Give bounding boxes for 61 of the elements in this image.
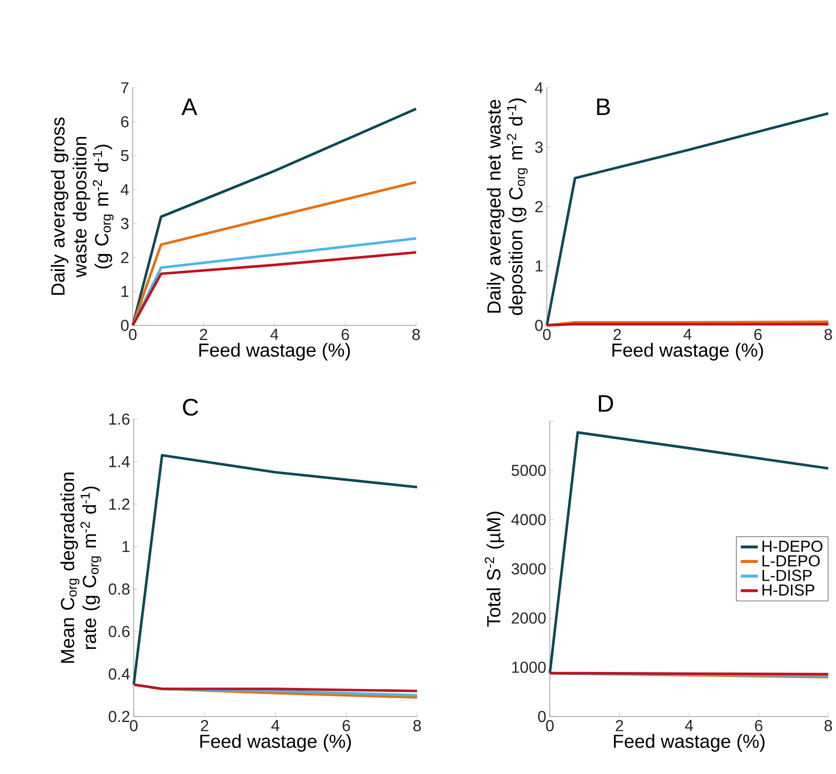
x-tick-label: 8 bbox=[824, 720, 832, 732]
y-tick-label: 4 bbox=[534, 82, 543, 94]
x-axis-title: Feed wastage (%) bbox=[614, 734, 764, 752]
x-tick-label: 6 bbox=[755, 720, 762, 732]
y-tick-label: 5000 bbox=[512, 464, 546, 476]
legend-label: L-DISP bbox=[762, 570, 812, 581]
y-tick-label: 0.2 bbox=[108, 710, 130, 722]
x-tick-label: 4 bbox=[270, 328, 278, 340]
x-tick-label: 0 bbox=[128, 328, 137, 340]
y-tick-label: 0.6 bbox=[108, 626, 130, 637]
chart-title: A bbox=[181, 98, 198, 115]
x-tick-label: 8 bbox=[413, 720, 421, 732]
chart-title: D bbox=[598, 395, 614, 412]
x-tick-label: 0 bbox=[546, 720, 554, 732]
line-series bbox=[548, 430, 830, 674]
y-tick-label: 1 bbox=[122, 286, 128, 297]
x-axis-title: Feed wastage (%) bbox=[199, 342, 350, 360]
y-tick-label: 7 bbox=[121, 82, 128, 94]
x-tick-label: 4 bbox=[271, 720, 280, 731]
x-axis-title: Feed wastage (%) bbox=[612, 342, 763, 360]
y-tick-label: 0 bbox=[538, 710, 546, 722]
y-tick-label: 3000 bbox=[512, 563, 546, 574]
x-tick-label: 2 bbox=[614, 328, 621, 340]
y-tick-label: 0 bbox=[120, 320, 129, 331]
y-tick-label: 5 bbox=[121, 150, 129, 162]
legend-label: H-DISP bbox=[762, 584, 814, 596]
x-tick-label: 6 bbox=[342, 328, 349, 340]
x-tick-label: 8 bbox=[824, 328, 832, 340]
chart-title: C bbox=[183, 398, 198, 416]
y-tick-label: 4 bbox=[120, 184, 129, 195]
y-tick-label: 6 bbox=[121, 116, 129, 128]
chart-title: B bbox=[597, 98, 610, 115]
x-tick-label: 6 bbox=[754, 328, 762, 340]
x-tick-label: 0 bbox=[130, 720, 138, 732]
x-tick-label: 2 bbox=[616, 720, 624, 731]
y-tick-label: 2 bbox=[121, 252, 128, 263]
y-tick-label: 1.4 bbox=[109, 456, 130, 467]
y-tick-label: 1 bbox=[122, 540, 130, 552]
y-tick-label: 1000 bbox=[512, 661, 546, 673]
x-tick-label: 2 bbox=[200, 720, 208, 731]
y-tick-label: 3 bbox=[120, 218, 129, 229]
y-tick-label: 2000 bbox=[512, 612, 546, 624]
y-tick-label: 3 bbox=[535, 141, 543, 153]
x-tick-label: 4 bbox=[684, 328, 692, 340]
y-axis-title: Total S$^{-2}$ (µM) bbox=[484, 512, 504, 626]
x-tick-label: 6 bbox=[342, 720, 350, 732]
legend-label: H-DEPO bbox=[762, 540, 822, 552]
x-tick-label: 2 bbox=[200, 328, 208, 340]
x-tick-label: 4 bbox=[685, 720, 694, 731]
line-series bbox=[132, 454, 418, 686]
y-tick-label: 0 bbox=[535, 320, 543, 331]
y-tick-label: 1.6 bbox=[109, 413, 130, 425]
x-tick-label: 8 bbox=[412, 328, 420, 340]
y-tick-label: 1 bbox=[536, 260, 543, 272]
y-tick-label: 0.8 bbox=[108, 583, 130, 594]
x-axis-title: Feed wastage (%) bbox=[200, 734, 351, 752]
y-tick-label: 1.2 bbox=[109, 498, 130, 510]
y-tick-label: 0.4 bbox=[108, 668, 130, 680]
y-tick-label: 2 bbox=[535, 200, 543, 212]
y-tick-label: 4000 bbox=[511, 514, 546, 526]
legend-label: L-DEPO bbox=[762, 555, 820, 566]
